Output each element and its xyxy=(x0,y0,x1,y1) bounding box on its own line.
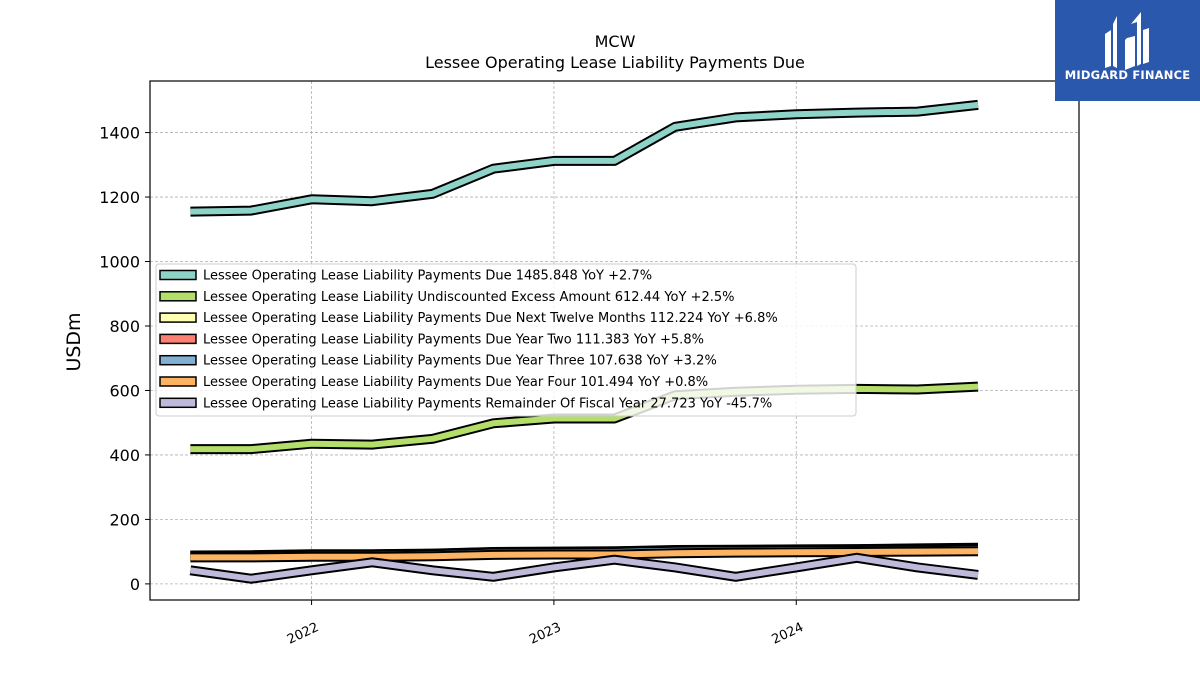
legend-swatch xyxy=(159,333,197,345)
chart-title: MCW xyxy=(595,32,636,51)
y-tick-label: 200 xyxy=(109,510,140,529)
legend-item: Lessee Operating Lease Liability Payment… xyxy=(159,354,717,369)
x-axis: 2022 2023 2024 xyxy=(285,600,806,648)
y-tick-label: 1200 xyxy=(99,188,140,207)
series-line xyxy=(189,554,979,582)
series-layer xyxy=(189,99,979,584)
x-tick-label: 2022 xyxy=(285,620,321,648)
logo-mark-icon xyxy=(1105,12,1149,70)
y-tick-label: 1400 xyxy=(99,124,140,143)
legend: Lessee Operating Lease Liability Payment… xyxy=(155,263,857,417)
y-axis: 0 200 400 600 800 1000 1200 1400 xyxy=(99,124,150,594)
logo-text: MIDGARD FINANCE xyxy=(1064,68,1191,82)
series-1 xyxy=(190,99,979,217)
legend-swatch xyxy=(159,312,197,323)
legend-label: Lessee Operating Lease Liability Payment… xyxy=(203,332,704,347)
series-7 xyxy=(189,552,979,584)
x-tick-label: 2023 xyxy=(527,620,563,648)
legend-swatch xyxy=(159,269,197,281)
legend-item: Lessee Operating Lease Liability Payment… xyxy=(159,269,652,284)
legend-item: Lessee Operating Lease Liability Undisco… xyxy=(159,290,734,305)
legend-swatch xyxy=(159,291,197,302)
legend-label: Lessee Operating Lease Liability Payment… xyxy=(203,396,772,411)
y-tick-label: 400 xyxy=(109,446,140,465)
grid-layer xyxy=(150,81,1079,600)
legend-swatch xyxy=(159,376,197,387)
chart-subtitle: Lessee Operating Lease Liability Payment… xyxy=(425,53,805,72)
legend-label: Lessee Operating Lease Liability Payment… xyxy=(203,375,708,390)
x-tick-label: 2024 xyxy=(770,620,806,648)
legend-swatch xyxy=(159,354,197,366)
y-tick-label: 0 xyxy=(130,575,140,594)
y-axis-label: USDm xyxy=(63,312,85,371)
legend-item: Lessee Operating Lease Liability Payment… xyxy=(159,332,704,347)
y-tick-label: 600 xyxy=(109,381,140,400)
legend-label: Lessee Operating Lease Liability Undisco… xyxy=(203,290,734,305)
legend-label: Lessee Operating Lease Liability Payment… xyxy=(203,269,652,284)
brand-logo: MIDGARD FINANCE xyxy=(1055,0,1200,101)
legend-swatch xyxy=(159,397,197,409)
legend-label: Lessee Operating Lease Liability Payment… xyxy=(203,311,778,326)
series-6 xyxy=(190,546,979,563)
legend-item: Lessee Operating Lease Liability Payment… xyxy=(159,396,772,411)
y-tick-label: 1000 xyxy=(99,253,140,272)
y-tick-label: 800 xyxy=(109,317,140,336)
series-line xyxy=(190,101,979,215)
series-line xyxy=(190,548,979,561)
legend-item: Lessee Operating Lease Liability Payment… xyxy=(159,375,708,390)
legend-item: Lessee Operating Lease Liability Payment… xyxy=(159,311,778,326)
legend-label: Lessee Operating Lease Liability Payment… xyxy=(203,354,717,369)
plot-frame xyxy=(149,80,1080,601)
legend-box xyxy=(155,263,857,417)
